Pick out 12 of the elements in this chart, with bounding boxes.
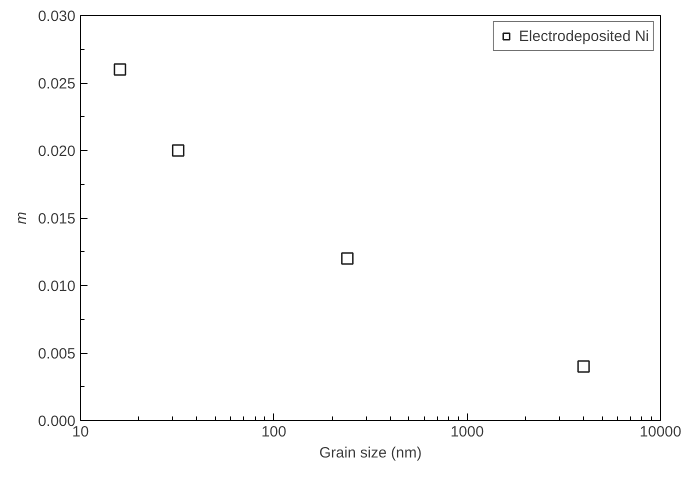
y-tick-label: 0.015 — [38, 210, 76, 228]
y-tick-label: 0.030 — [38, 8, 76, 25]
y-axis-title: m — [12, 212, 30, 224]
y-tick-label: 0.010 — [38, 278, 76, 295]
y-tick-label: 0.025 — [38, 76, 76, 92]
x-axis-title: Grain size (nm) — [319, 444, 422, 462]
legend-label: Electrodeposited Ni — [518, 28, 649, 44]
y-tick-label: 0.005 — [38, 346, 76, 362]
y-tick-label: 0.020 — [38, 143, 76, 160]
x-tick-label: 100 — [261, 424, 286, 440]
x-tick-label: 1000 — [450, 424, 484, 440]
x-tick-label: 10000 — [640, 424, 682, 440]
